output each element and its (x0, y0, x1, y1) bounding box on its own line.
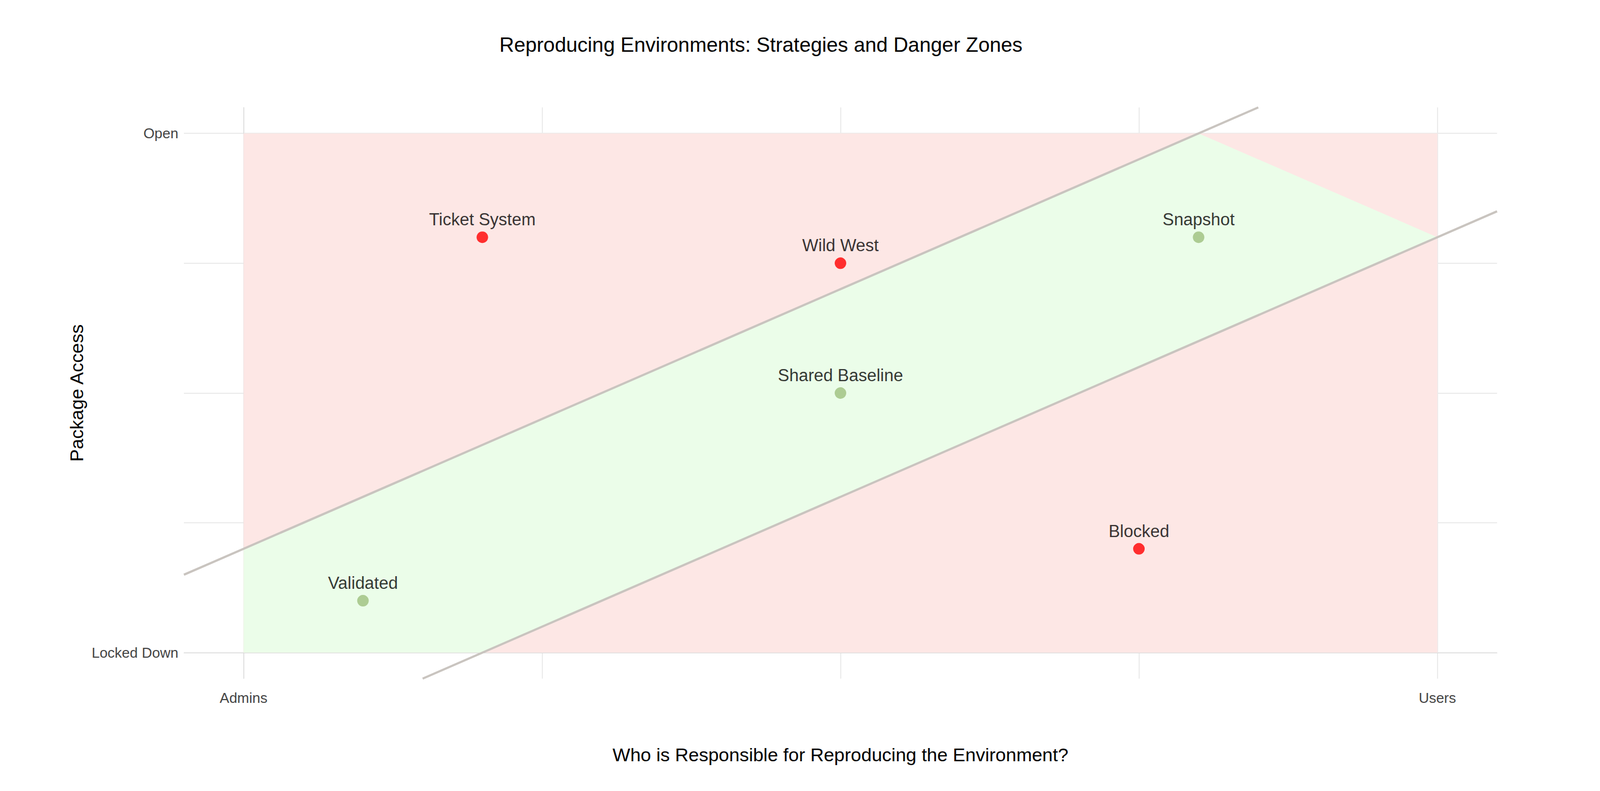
svg-text:Snapshot: Snapshot (1162, 209, 1235, 230)
svg-text:Open: Open (143, 124, 179, 142)
svg-text:Who is Responsible for Reprodu: Who is Responsible for Reproducing the E… (612, 743, 1069, 765)
svg-text:Blocked: Blocked (1108, 521, 1169, 541)
svg-text:Package Access: Package Access (66, 324, 87, 462)
svg-text:Reproducing Environments: Stra: Reproducing Environments: Strategies and… (499, 33, 1023, 57)
svg-text:Locked Down: Locked Down (91, 644, 179, 661)
svg-text:Validated: Validated (328, 573, 399, 593)
svg-text:Ticket System: Ticket System (428, 209, 536, 230)
svg-text:Wild West: Wild West (802, 235, 879, 255)
svg-text:Users: Users (1418, 689, 1457, 706)
svg-text:Shared Baseline: Shared Baseline (777, 365, 904, 385)
svg-text:Admins: Admins (219, 689, 268, 706)
